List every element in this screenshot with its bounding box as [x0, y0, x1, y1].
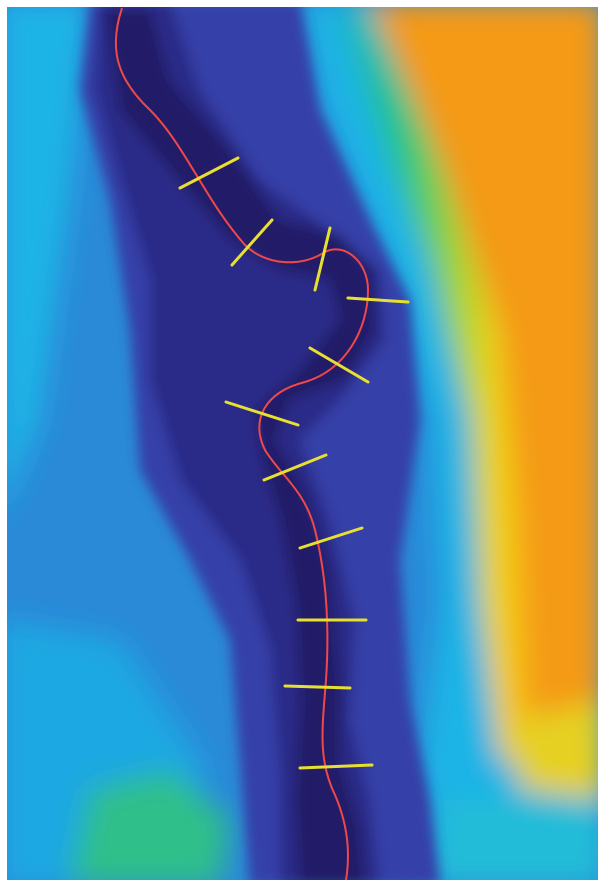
- page: (() => { const data = JSON.parse(documen…: [0, 0, 605, 886]
- map-image: [0, 0, 605, 886]
- elevation-map: [0, 0, 605, 886]
- cross-section: [285, 686, 350, 688]
